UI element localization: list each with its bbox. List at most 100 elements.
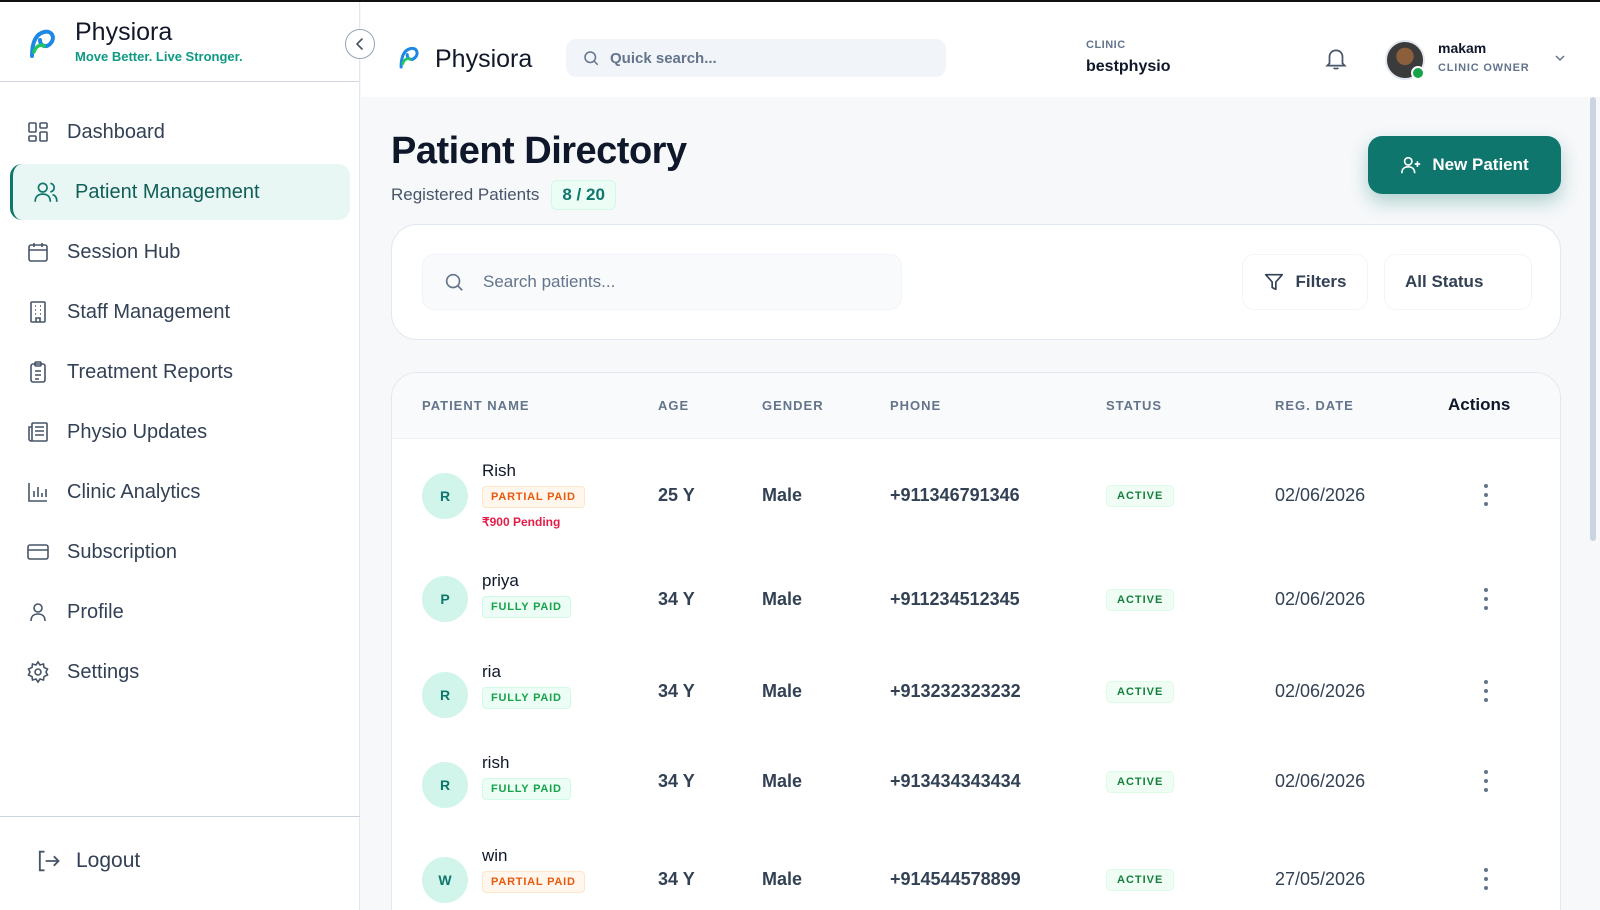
filter-bar: Filters All Status xyxy=(391,224,1561,340)
patient-name[interactable]: Rish xyxy=(482,461,517,480)
bar-chart-icon xyxy=(25,479,51,505)
sidebar-item-subscription[interactable]: Subscription xyxy=(10,524,350,580)
status-badge: ACTIVE xyxy=(1106,869,1175,891)
column-header-patient-name[interactable]: PATIENT NAME xyxy=(422,398,530,413)
sidebar: Physiora Move Better. Live Stronger. Das… xyxy=(0,2,375,910)
new-patient-label: New Patient xyxy=(1432,155,1529,174)
table-row[interactable]: R rish FULLY PAID 34 Y Male +91343434343… xyxy=(392,745,1560,837)
clinic-name: bestphysio xyxy=(1086,58,1171,75)
top-header: Physiora Quick search... CLINIC bestphys… xyxy=(361,2,1600,97)
sidebar-brand-name: Physiora xyxy=(75,18,173,46)
patient-phone: +913232323232 xyxy=(890,681,1021,701)
sidebar-item-label: Profile xyxy=(67,600,124,623)
patient-avatar: R xyxy=(422,762,468,808)
bell-icon[interactable] xyxy=(1323,45,1349,71)
row-actions-menu-icon[interactable] xyxy=(1478,588,1494,610)
sidebar-item-session-hub[interactable]: Session Hub xyxy=(10,224,350,280)
status-badge: ACTIVE xyxy=(1106,485,1175,507)
column-header-reg-date[interactable]: REG. DATE xyxy=(1275,398,1354,413)
payment-badge: PARTIAL PAID xyxy=(482,871,585,893)
logout-label: Logout xyxy=(76,849,141,872)
patient-name[interactable]: priya xyxy=(482,571,519,590)
column-header-age[interactable]: AGE xyxy=(658,398,690,413)
patient-search-input[interactable] xyxy=(483,272,863,292)
column-header-phone[interactable]: PHONE xyxy=(890,398,942,413)
registration-date: 02/06/2026 xyxy=(1275,589,1366,609)
sidebar-item-label: Clinic Analytics xyxy=(67,480,201,503)
chevron-down-icon[interactable] xyxy=(1554,52,1566,64)
status-badge: ACTIVE xyxy=(1106,589,1175,611)
sidebar-item-label: Patient Management xyxy=(75,180,260,203)
page-title: Patient Directory xyxy=(391,130,687,172)
patient-phone: +913434343434 xyxy=(890,771,1021,791)
patient-phone: +914544578899 xyxy=(890,869,1021,889)
newspaper-icon xyxy=(25,419,51,445)
user-role: CLINIC OWNER xyxy=(1438,62,1530,74)
quick-search-input[interactable]: Quick search... xyxy=(566,39,946,77)
main-content: Patient Directory Registered Patients 8 … xyxy=(361,97,1600,910)
table-row[interactable]: R ria FULLY PAID 34 Y Male +913232323232… xyxy=(392,655,1560,745)
column-header-actions: Actions xyxy=(1448,395,1511,414)
sidebar-item-patient-management[interactable]: Patient Management xyxy=(10,164,350,220)
patient-avatar: R xyxy=(422,672,468,718)
sidebar-brand: Physiora Move Better. Live Stronger. xyxy=(0,2,359,82)
user-icon xyxy=(25,599,51,625)
filters-label: Filters xyxy=(1295,272,1347,291)
status-select-value: All Status xyxy=(1405,272,1484,291)
patient-name[interactable]: ria xyxy=(482,662,501,681)
patient-avatar: W xyxy=(422,857,468,903)
online-status-indicator xyxy=(1411,66,1425,80)
payment-badge: FULLY PAID xyxy=(482,687,571,709)
column-header-gender[interactable]: GENDER xyxy=(762,398,824,413)
sidebar-item-physio-updates[interactable]: Physio Updates xyxy=(10,404,350,460)
sidebar-item-label: Subscription xyxy=(67,540,178,563)
sidebar-item-clinic-analytics[interactable]: Clinic Analytics xyxy=(10,464,350,520)
logout-icon xyxy=(38,850,60,872)
patient-name[interactable]: win xyxy=(482,846,508,865)
users-icon xyxy=(33,179,59,205)
status-select[interactable]: All Status xyxy=(1384,254,1532,310)
sidebar-item-label: Physio Updates xyxy=(67,420,208,443)
patients-table: PATIENT NAME AGE GENDER PHONE STATUS REG… xyxy=(391,372,1561,910)
sidebar-item-dashboard[interactable]: Dashboard xyxy=(10,104,350,160)
column-header-status[interactable]: STATUS xyxy=(1106,398,1163,413)
sidebar-item-staff-management[interactable]: Staff Management xyxy=(10,284,350,340)
building-icon xyxy=(25,299,51,325)
gear-icon xyxy=(25,659,51,685)
filters-button[interactable]: Filters xyxy=(1242,254,1368,310)
logout-button[interactable]: Logout xyxy=(34,847,140,875)
patient-gender: Male xyxy=(762,771,803,791)
status-badge: ACTIVE xyxy=(1106,681,1175,703)
sidebar-item-settings[interactable]: Settings xyxy=(10,644,350,700)
credit-card-icon xyxy=(25,539,51,565)
chevron-left-icon xyxy=(356,38,363,50)
registration-date: 02/06/2026 xyxy=(1275,771,1366,791)
main-scrollbar[interactable] xyxy=(1590,97,1596,541)
patient-name[interactable]: rish xyxy=(482,753,510,772)
row-actions-menu-icon[interactable] xyxy=(1478,868,1494,890)
row-actions-menu-icon[interactable] xyxy=(1478,770,1494,792)
sidebar-item-treatment-reports[interactable]: Treatment Reports xyxy=(10,344,350,400)
sidebar-collapse-button[interactable] xyxy=(345,29,375,59)
physiora-logo-icon xyxy=(399,46,419,69)
table-row[interactable]: P priya FULLY PAID 34 Y Male +9112345123… xyxy=(392,551,1560,655)
pending-amount: ₹900 Pending xyxy=(482,515,561,529)
registration-date: 02/06/2026 xyxy=(1275,485,1366,505)
table-row[interactable]: W win PARTIAL PAID 34 Y Male +9145445788… xyxy=(392,837,1560,910)
payment-badge: FULLY PAID xyxy=(482,778,571,800)
sidebar-item-label: Treatment Reports xyxy=(67,360,233,383)
sidebar-item-profile[interactable]: Profile xyxy=(10,584,350,640)
row-actions-menu-icon[interactable] xyxy=(1478,484,1494,506)
quick-search-placeholder: Quick search... xyxy=(610,49,717,67)
sidebar-footer: Logout xyxy=(0,816,360,910)
patient-avatar: P xyxy=(422,576,468,622)
registration-date: 27/05/2026 xyxy=(1275,869,1366,889)
row-actions-menu-icon[interactable] xyxy=(1478,680,1494,702)
user-name: makam xyxy=(1438,40,1487,56)
status-badge: ACTIVE xyxy=(1106,771,1175,793)
patient-age: 34 Y xyxy=(658,681,695,701)
patient-count-badge: 8 / 20 xyxy=(551,180,616,210)
new-patient-button[interactable]: New Patient xyxy=(1368,136,1561,194)
add-user-icon xyxy=(1401,156,1421,174)
table-row[interactable]: R Rish PARTIAL PAID ₹900 Pending 25 Y Ma… xyxy=(392,439,1560,551)
